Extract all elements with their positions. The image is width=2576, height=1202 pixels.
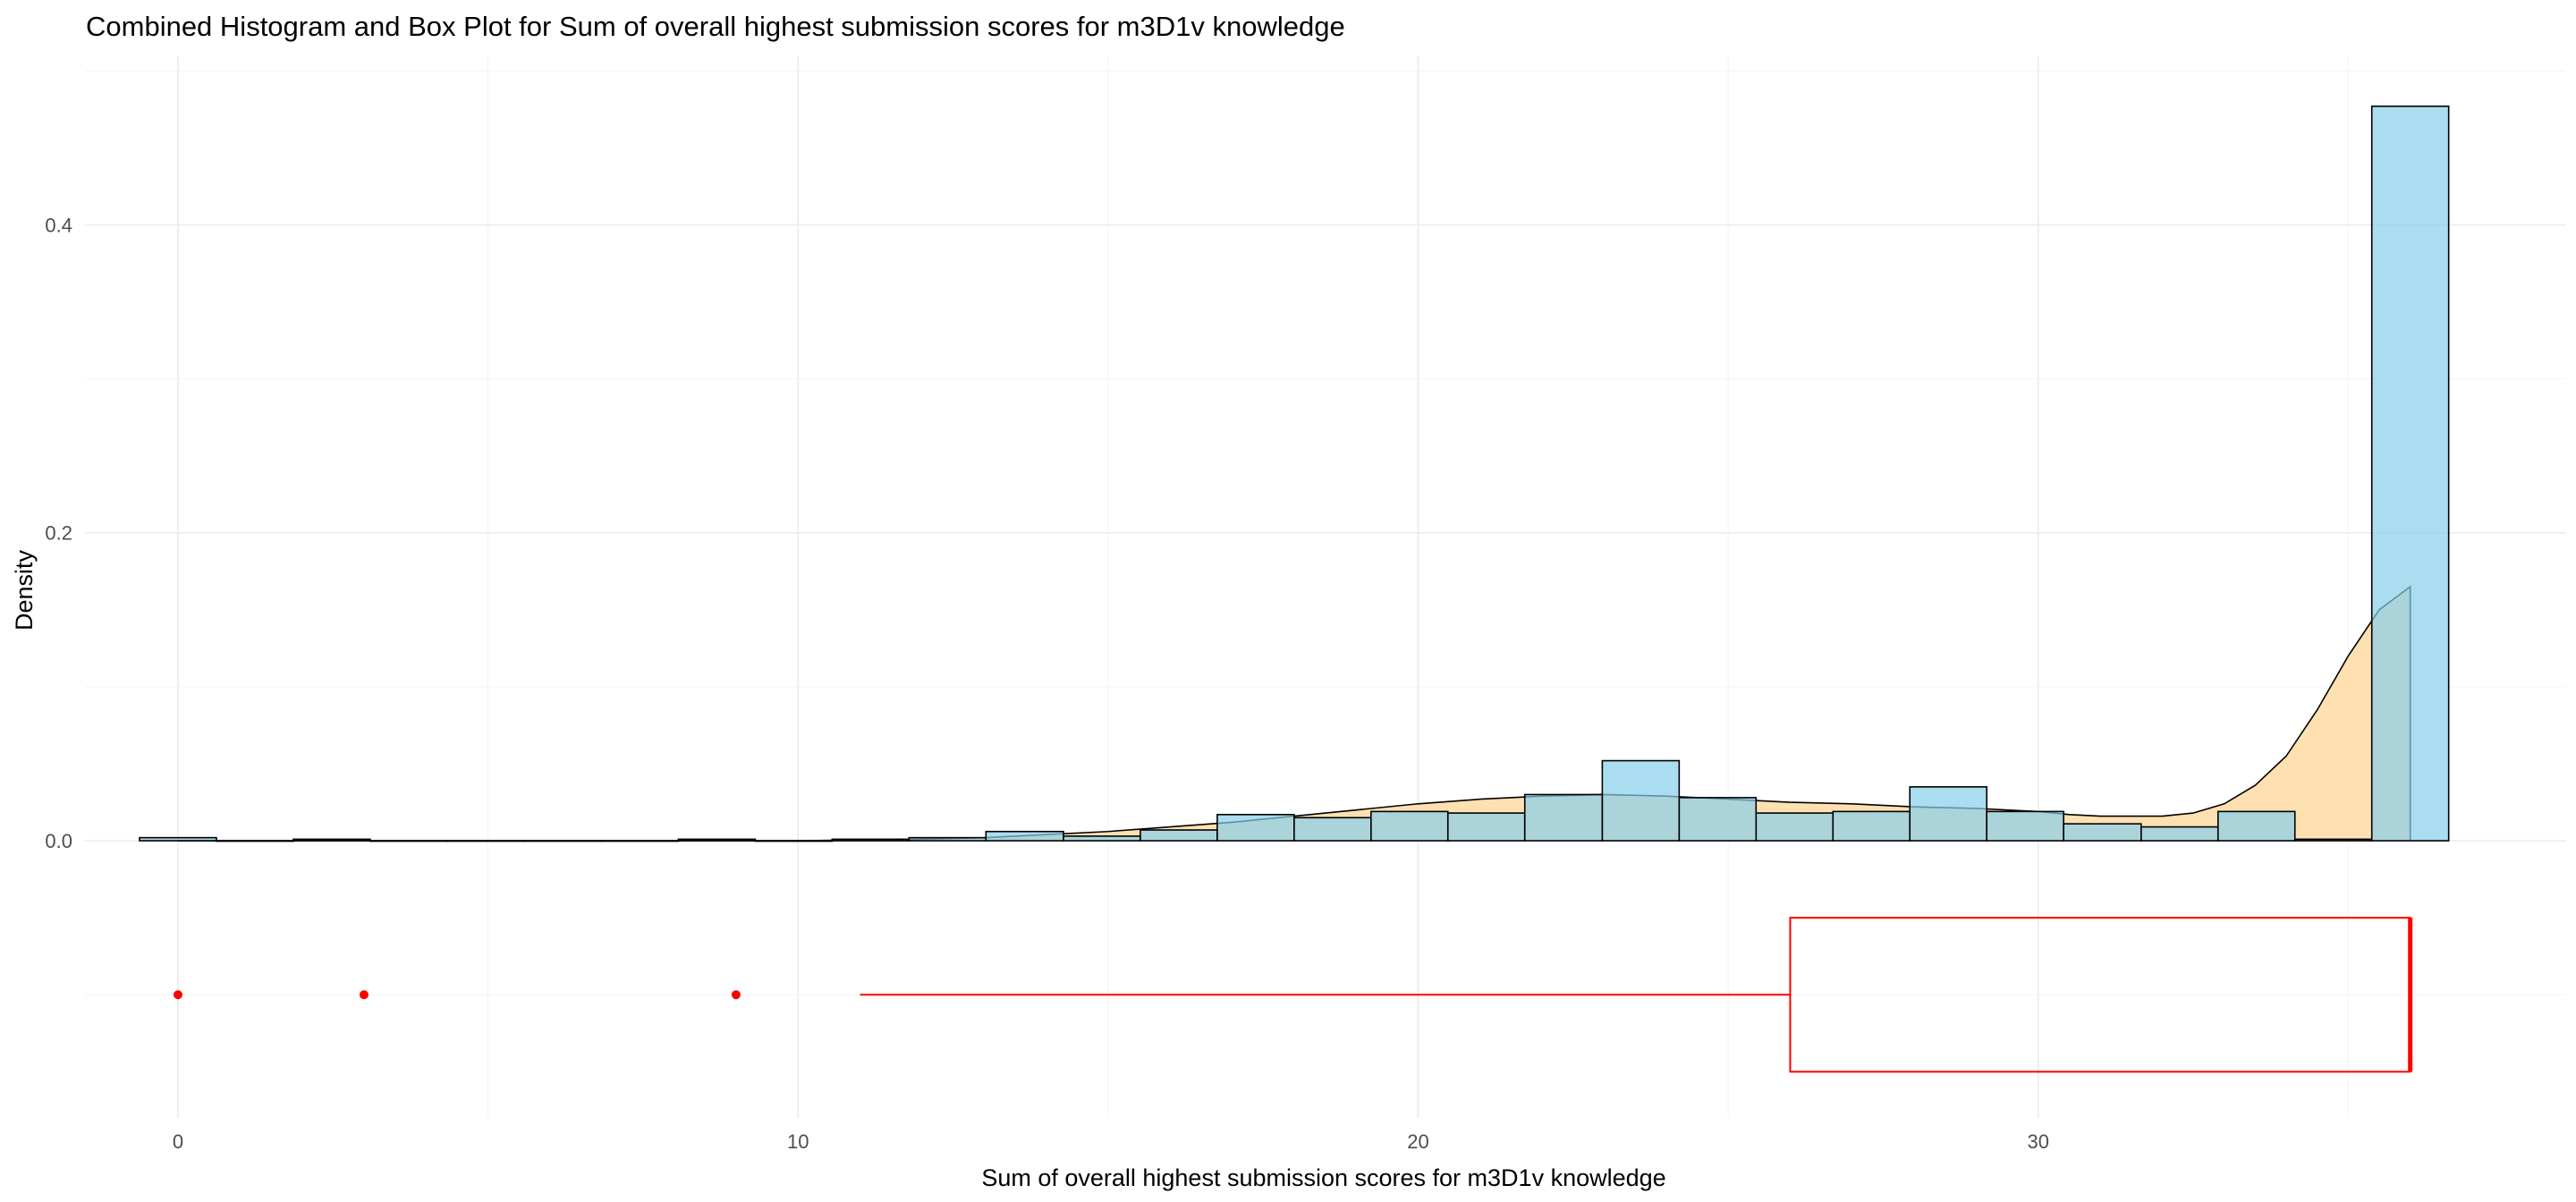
box-outlier [173, 990, 182, 1000]
y-tick-label: 0.4 [45, 214, 72, 236]
density-line [177, 585, 2411, 842]
histogram-bar [1909, 786, 1987, 842]
histogram-bar [754, 840, 834, 842]
histogram-bar [1370, 810, 1449, 842]
x-tick-label: 10 [787, 1130, 809, 1153]
density-area [177, 587, 2411, 842]
histogram-bar [1446, 812, 1526, 842]
x-tick-label: 30 [2027, 1130, 2048, 1153]
density-curve [177, 585, 2411, 842]
histogram-bar [2063, 823, 2142, 842]
histogram-bar [139, 836, 217, 842]
tick-labels: 0 10 20 30 0.0 0.2 0.4 [45, 214, 2049, 1153]
box-outlier [731, 990, 741, 1000]
box-plot [173, 917, 2413, 1073]
y-tick-label: 0.2 [45, 522, 72, 545]
histogram-bar [1986, 810, 2064, 842]
histogram-bar [1216, 814, 1295, 842]
box-outlier [359, 990, 369, 1000]
grid [85, 55, 2565, 1118]
histogram-bar [2216, 810, 2296, 842]
histogram-bar [523, 840, 603, 842]
x-tick-label: 20 [1407, 1130, 1428, 1153]
histogram-bar [2370, 106, 2450, 842]
histogram-bar [1523, 793, 1604, 842]
histogram-bars [139, 106, 2450, 842]
x-axis-title: Sum of overall highest submission scores… [981, 1164, 1665, 1191]
histogram-bar [1293, 817, 1372, 842]
histogram-bar [446, 840, 526, 842]
histogram-bar [1140, 829, 1218, 842]
histogram-bar [1063, 835, 1141, 842]
x-tick-label: 0 [173, 1130, 183, 1153]
histogram-bar [831, 838, 911, 842]
histogram-bar [1678, 797, 1758, 842]
histogram-bar [1601, 759, 1681, 842]
y-tick-label: 0.0 [45, 830, 72, 852]
histogram-bar [908, 836, 987, 842]
histogram-bar [2293, 838, 2373, 842]
histogram-bar [216, 840, 294, 842]
histogram-bar [600, 840, 680, 842]
y-axis-title: Density [11, 549, 38, 631]
histogram-bar [1832, 810, 1911, 842]
histogram-bar [369, 840, 448, 842]
chart-title: Combined Histogram and Box Plot for Sum … [86, 11, 1345, 42]
histogram-bar [985, 830, 1064, 842]
histogram-bar [677, 838, 757, 842]
histogram-bar [292, 838, 371, 842]
histogram-bar [2140, 825, 2219, 842]
histogram-bar [1755, 812, 1835, 842]
